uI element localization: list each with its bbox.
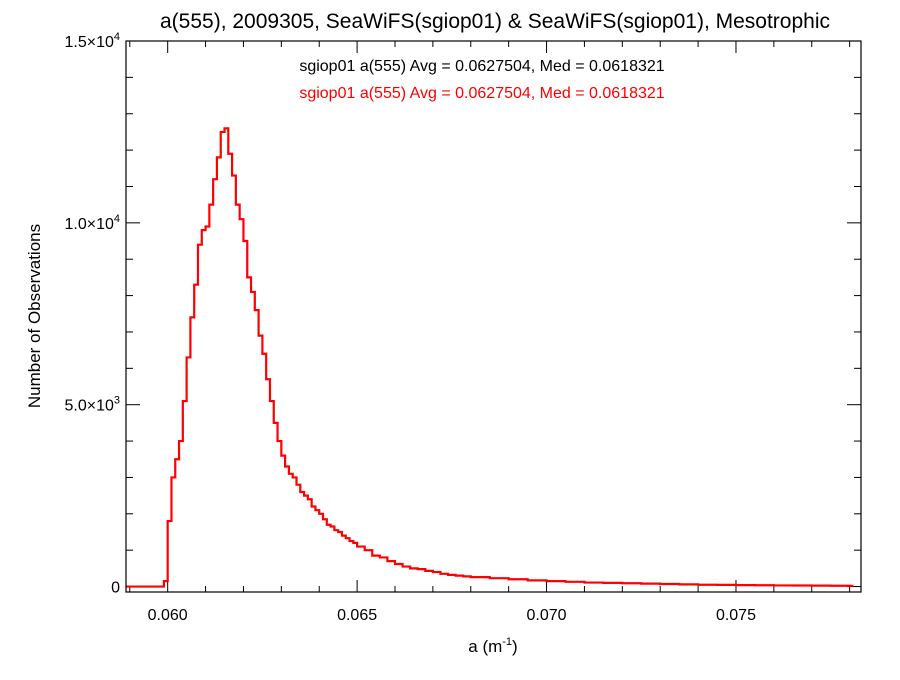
- x-tick-label: 0.070: [527, 607, 567, 624]
- x-axis-label-base: a (m: [468, 637, 502, 656]
- stats-annotation: sgiop01 a(555) Avg = 0.0627504, Med = 0.…: [299, 85, 664, 102]
- annotations: sgiop01 a(555) Avg = 0.0627504, Med = 0.…: [299, 58, 664, 102]
- y-tick-label: 1.0×104: [64, 213, 120, 233]
- y-tick-label: 5.0×103: [64, 395, 120, 415]
- tick-labels: 0.060 0.065 0.070 0.07505.0×1031.0×1041.5×1…: [64, 31, 756, 624]
- y-tick-label-exponent: 4: [114, 213, 120, 225]
- y-tick-label-base: 1.5×10: [64, 34, 113, 51]
- x-axis-label-text: a (m-1): [468, 636, 517, 656]
- x-tick-label: 0.065: [337, 607, 377, 624]
- x-axis-label-sup: -1: [502, 636, 512, 648]
- x-axis-label: a (m-1): [468, 636, 517, 656]
- axis-ticks: [126, 40, 861, 592]
- y-tick-label-exponent: 4: [114, 31, 120, 43]
- x-tick-label: 0.075: [716, 607, 756, 624]
- y-tick-label: 1.5×104: [64, 31, 120, 51]
- x-tick-label: 0.060: [148, 607, 188, 624]
- y-tick-label-base: 5.0×10: [64, 398, 113, 415]
- y-tick-label: 0: [111, 580, 120, 597]
- y-tick-label-base: 0: [111, 580, 120, 597]
- series-layer: [126, 127, 854, 588]
- plot-frame: [125, 40, 862, 593]
- x-axis-label-tail: ): [512, 637, 518, 656]
- stats-annotation: sgiop01 a(555) Avg = 0.0627504, Med = 0.…: [299, 58, 664, 75]
- histogram-series-line: [126, 127, 854, 588]
- y-axis-label: Number of Observations: [25, 224, 44, 408]
- chart-title: a(555), 2009305, SeaWiFS(sgiop01) & SeaW…: [160, 10, 830, 33]
- y-tick-label-base: 1.0×10: [64, 216, 113, 233]
- y-tick-label-exponent: 3: [114, 395, 120, 407]
